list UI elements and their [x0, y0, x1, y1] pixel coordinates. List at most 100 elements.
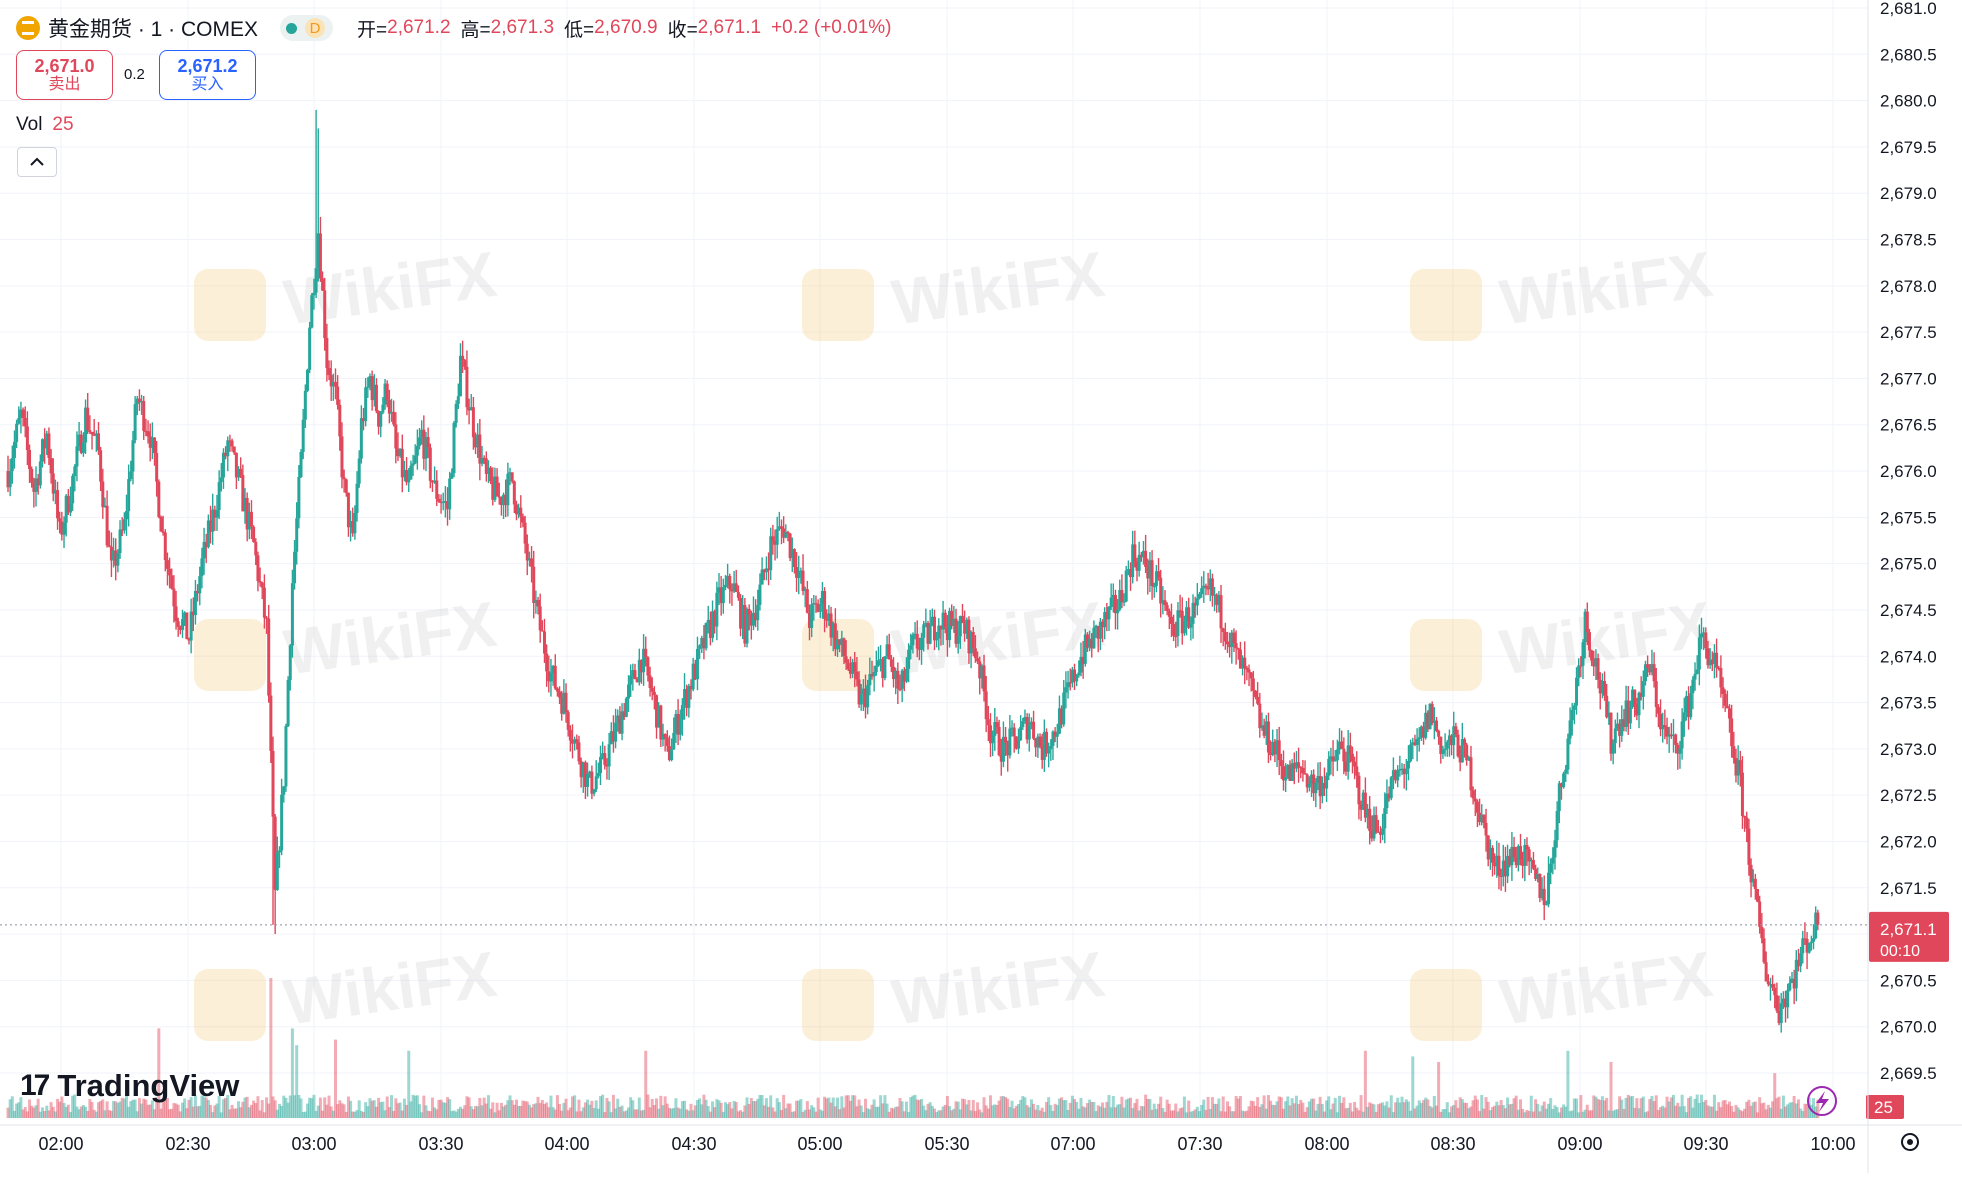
price-axis[interactable]: 2,681.02,680.52,680.02,679.52,679.02,678… — [1880, 0, 1937, 1083]
volume-bar — [960, 1098, 964, 1118]
volume-bar — [506, 1100, 510, 1118]
candle — [508, 467, 512, 486]
candle — [801, 554, 805, 596]
sell-button[interactable]: 2,671.0 卖出 — [16, 50, 113, 100]
volume-bar — [396, 1103, 400, 1118]
volume-bar — [935, 1112, 939, 1118]
candle — [499, 496, 503, 516]
candle — [788, 532, 792, 562]
last-price-tag: 2,671.100:10 — [1869, 911, 1949, 962]
candle — [519, 495, 523, 528]
lightning-icon[interactable] — [1807, 1086, 1837, 1116]
candle-body — [1077, 672, 1081, 676]
volume-bar — [958, 1109, 962, 1118]
candle-body — [586, 773, 590, 787]
volume-bar — [137, 1098, 141, 1118]
candle — [318, 216, 322, 282]
symbol-title[interactable]: 黄金期货 · 1 · COMEX — [48, 18, 259, 41]
candle-body — [706, 619, 710, 624]
candle-body — [1172, 623, 1176, 636]
candle-body — [691, 663, 695, 690]
time-tick-label: 07:00 — [1050, 1134, 1095, 1154]
volume-bar — [1413, 1108, 1417, 1118]
volume-bar — [846, 1095, 850, 1118]
volume-bar — [1169, 1110, 1173, 1118]
candle — [782, 516, 786, 543]
settings-gear-icon[interactable] — [1901, 1133, 1919, 1151]
candle-body — [64, 495, 68, 523]
candle — [1322, 767, 1326, 797]
candle-body — [127, 479, 131, 512]
volume-bar — [876, 1106, 880, 1118]
candle — [575, 734, 579, 750]
candle-body — [1613, 728, 1617, 744]
candle — [1051, 730, 1055, 761]
collapse-legend-button[interactable] — [17, 147, 57, 177]
candle — [1085, 632, 1089, 652]
candle-body — [280, 794, 284, 851]
candle-body — [1562, 773, 1566, 788]
candle — [79, 430, 83, 455]
candle — [616, 709, 620, 732]
candle — [1562, 771, 1566, 789]
candle — [1484, 808, 1488, 852]
candle-body — [926, 623, 930, 644]
volume-bar — [295, 1045, 299, 1118]
candle-body — [185, 612, 189, 640]
candle — [1389, 775, 1393, 801]
candle — [588, 770, 592, 778]
candle — [945, 615, 949, 657]
volume-bar — [1646, 1111, 1650, 1118]
candle — [915, 620, 919, 658]
volume-bar — [452, 1110, 456, 1118]
volume-bar — [56, 1098, 60, 1118]
candle — [299, 449, 303, 478]
candle-body — [596, 773, 600, 777]
candle — [833, 608, 837, 656]
volume-bar — [336, 1104, 340, 1118]
tradingview-logo[interactable]: 17 TradingView — [20, 1068, 239, 1104]
volume-bar — [230, 1105, 234, 1118]
volume-bar — [687, 1110, 691, 1118]
volume-bar — [217, 1095, 221, 1118]
candle-body — [1635, 704, 1639, 716]
volume-bar — [900, 1101, 904, 1118]
candle-body — [1568, 720, 1572, 739]
candle — [1536, 867, 1540, 883]
candle — [1756, 888, 1760, 903]
candle-body — [333, 381, 337, 387]
volume-bar — [234, 1108, 238, 1118]
candle — [1363, 777, 1367, 823]
candle-body — [861, 688, 865, 695]
candle — [1027, 713, 1031, 752]
candle-body — [844, 656, 848, 663]
volume-bar — [542, 1103, 546, 1118]
candle-body — [1210, 578, 1214, 596]
volume-bar — [1734, 1104, 1738, 1118]
volume-bar — [1437, 1062, 1441, 1118]
volume-bar — [581, 1107, 585, 1118]
watermark-text: WikiFX — [280, 938, 501, 1039]
volume-bar — [15, 1103, 19, 1118]
candle — [1092, 620, 1096, 649]
candle — [305, 368, 309, 393]
price-tick-label: 2,672.5 — [1880, 786, 1937, 805]
time-axis[interactable]: 02:00 02:30 03:00 03:30 04:00 04:30 05:00 05:30… — [38, 1134, 1855, 1154]
candle-body — [952, 618, 956, 627]
volume-bar — [1458, 1097, 1462, 1118]
candle-body — [993, 722, 997, 736]
candle-body — [1603, 681, 1607, 696]
volume-bar — [1079, 1097, 1083, 1118]
volume-bar — [717, 1100, 721, 1118]
volume-bar — [99, 1100, 103, 1118]
volume-bar — [1197, 1111, 1201, 1118]
volume-bar — [181, 1102, 185, 1118]
candle-body — [1781, 998, 1785, 1004]
market-status[interactable]: D — [280, 15, 334, 41]
candle — [1637, 691, 1641, 729]
buy-button[interactable]: 2,671.2 买入 — [159, 50, 256, 100]
candle — [978, 656, 982, 695]
candle — [96, 422, 100, 455]
volume-bar — [1624, 1097, 1628, 1118]
